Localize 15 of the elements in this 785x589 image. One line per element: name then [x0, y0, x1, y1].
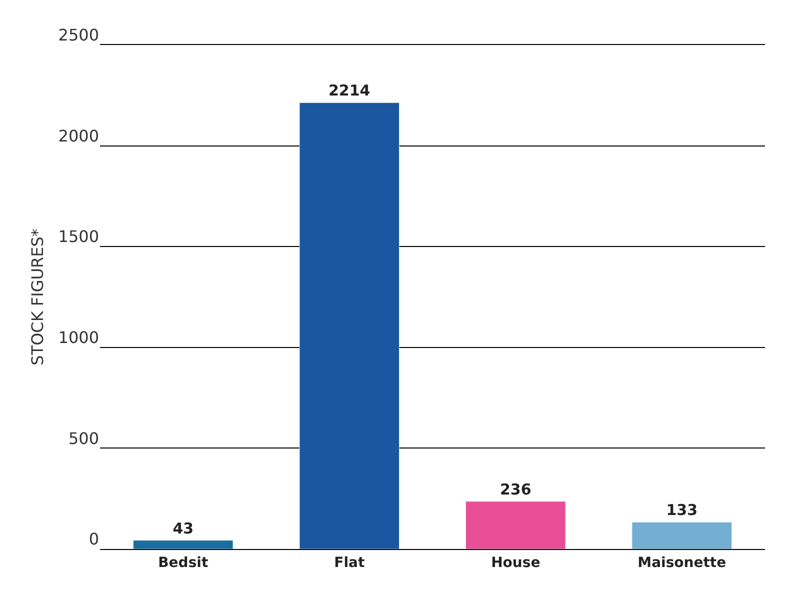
- x-tick-label: Maisonette: [638, 554, 726, 571]
- y-tick-label: 500: [68, 428, 99, 448]
- data-label: 43: [172, 519, 194, 538]
- y-tick-label: 1000: [58, 328, 99, 347]
- x-tick-label: Flat: [334, 554, 365, 571]
- y-axis-title: STOCK FIGURES*: [28, 228, 48, 366]
- x-tick-label: Bedsit: [158, 554, 208, 571]
- data-label: 133: [666, 501, 698, 520]
- data-label: 2214: [328, 82, 370, 100]
- data-label: 236: [500, 480, 532, 498]
- y-tick-label: 1500: [58, 227, 99, 246]
- y-tick-label: 0: [88, 530, 99, 549]
- y-tick-label: 2500: [58, 26, 99, 45]
- x-tick-label: House: [491, 554, 540, 571]
- y-tick-label: 2000: [58, 126, 99, 146]
